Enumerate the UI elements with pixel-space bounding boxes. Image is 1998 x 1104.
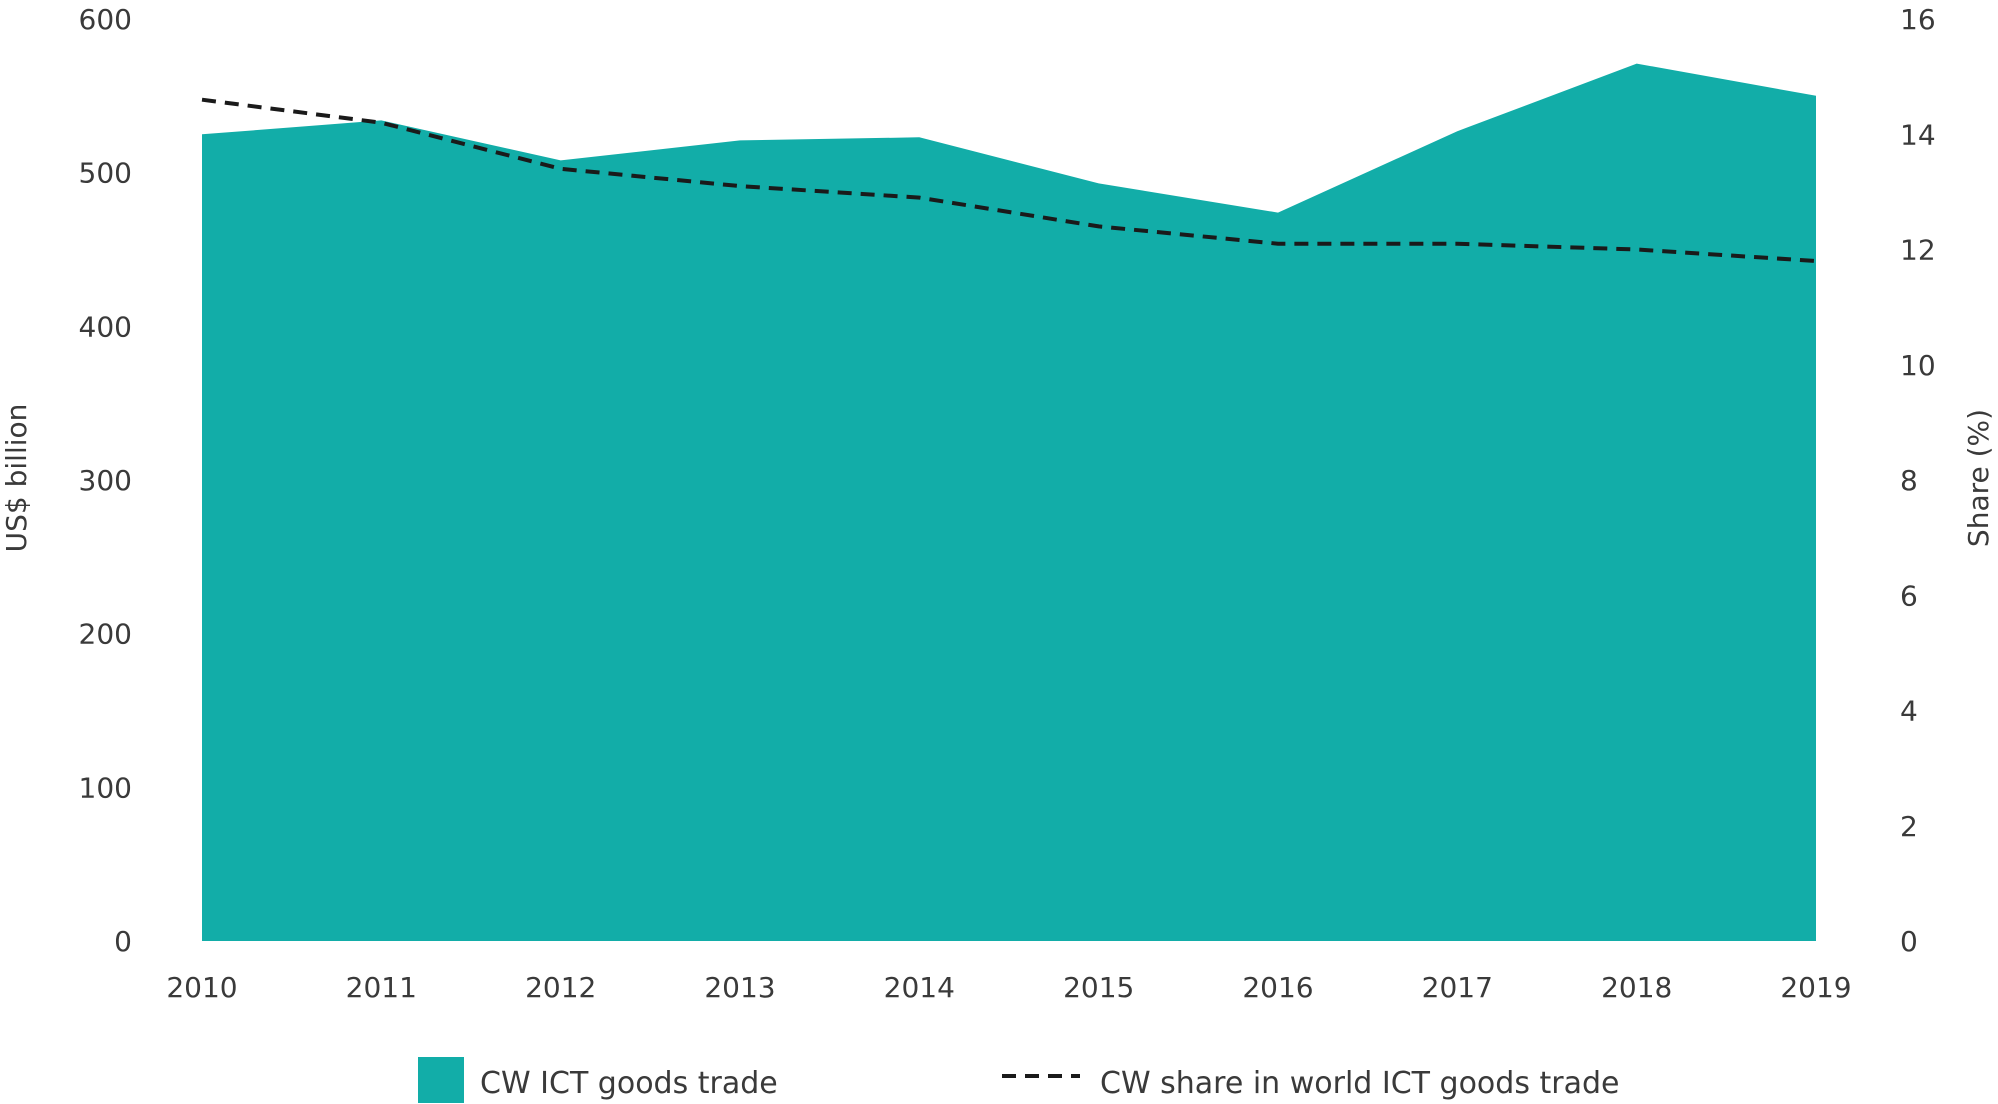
left-axis: 0 100 200 300 400 500 600 [79, 3, 132, 958]
y-tick-left-600: 600 [79, 3, 132, 36]
y-tick-right-4: 4 [1900, 695, 1918, 728]
y-tick-right-0: 0 [1900, 925, 1918, 958]
y-axis-title-right: Share (%) [1962, 409, 1995, 547]
y-tick-right-2: 2 [1900, 810, 1918, 843]
x-axis: 2010 2011 2012 2013 2014 2015 2016 2017 2018 2019 [166, 971, 1851, 1004]
x-tick-2015: 2015 [1063, 971, 1134, 1004]
y-tick-right-6: 6 [1900, 579, 1918, 612]
legend: CW ICT goods trade CW share in world ICT… [418, 1057, 1619, 1103]
y-axis-title-left: US$ billion [0, 404, 33, 553]
line-series-share [201, 97, 1817, 263]
legend-swatch-area [418, 1057, 464, 1103]
y-tick-right-8: 8 [1900, 464, 1918, 497]
y-tick-right-10: 10 [1900, 349, 1936, 382]
legend-label-line: CW share in world ICT goods trade [1100, 1066, 1619, 1101]
x-tick-2010: 2010 [166, 971, 237, 1004]
x-tick-2018: 2018 [1601, 971, 1672, 1004]
y-tick-right-12: 12 [1900, 234, 1936, 267]
x-tick-2016: 2016 [1242, 971, 1313, 1004]
y-tick-left-200: 200 [79, 618, 132, 651]
y-tick-left-400: 400 [79, 310, 132, 343]
x-tick-2014: 2014 [884, 971, 955, 1004]
y-tick-right-14: 14 [1900, 118, 1936, 151]
line-layer [201, 97, 1817, 263]
right-axis: 0 2 4 6 8 10 12 14 16 [1900, 3, 1936, 958]
legend-label-area: CW ICT goods trade [480, 1066, 778, 1101]
x-tick-2019: 2019 [1780, 971, 1851, 1004]
y-tick-left-0: 0 [114, 925, 132, 958]
area-series-ict-goods-trade [202, 63, 1816, 942]
y-tick-left-100: 100 [79, 771, 132, 804]
y-tick-left-300: 300 [79, 464, 132, 497]
area-layer [202, 63, 1816, 942]
x-tick-2011: 2011 [346, 971, 417, 1004]
x-tick-2013: 2013 [704, 971, 775, 1004]
y-tick-left-500: 500 [79, 157, 132, 190]
y-tick-right-16: 16 [1900, 3, 1936, 36]
x-tick-2012: 2012 [525, 971, 596, 1004]
x-tick-2017: 2017 [1422, 971, 1493, 1004]
